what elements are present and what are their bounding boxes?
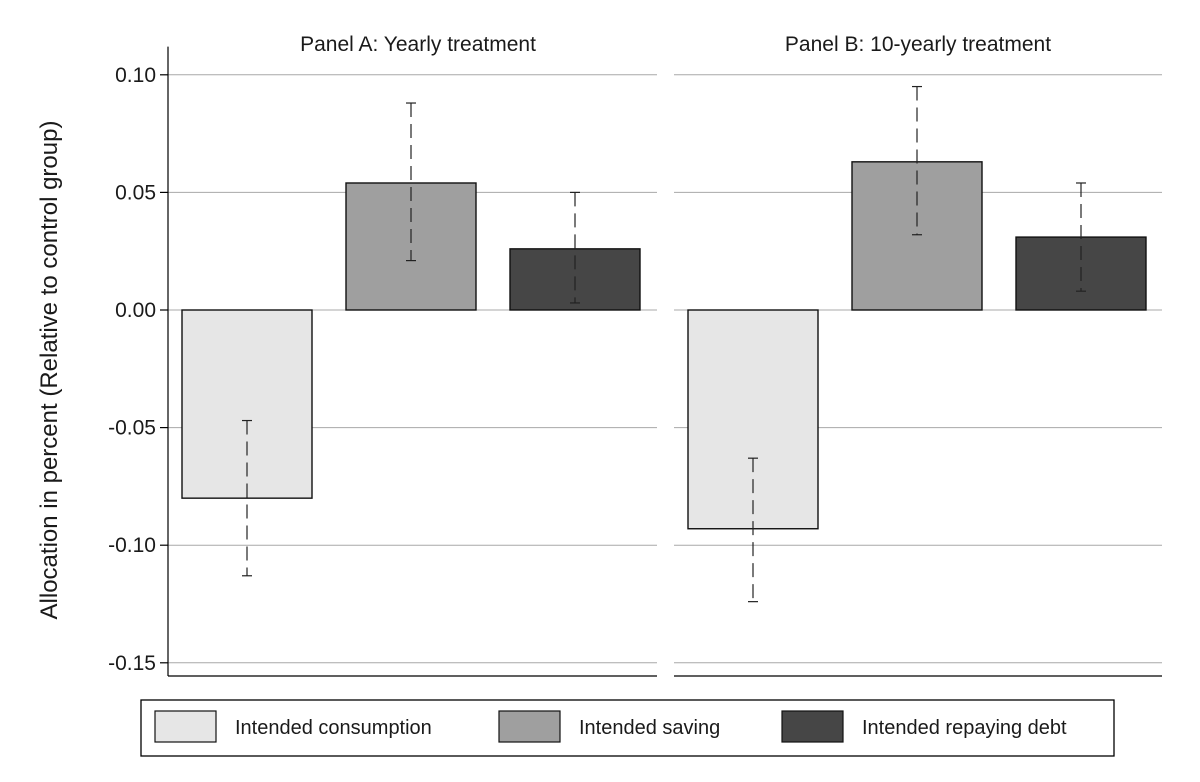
y-tick-label: 0.10 xyxy=(115,64,156,87)
legend-label: Intended saving xyxy=(579,717,720,739)
y-tick-label: -0.15 xyxy=(108,652,156,675)
legend-swatch xyxy=(498,710,561,743)
panel-a: Panel A: Yearly treatment xyxy=(168,33,657,677)
panel-title: Panel A: Yearly treatment xyxy=(300,33,536,56)
legend-label: Intended repaying debt xyxy=(862,717,1067,739)
y-tick-label: 0.00 xyxy=(115,299,156,322)
y-tick-label: -0.10 xyxy=(108,534,156,557)
legend-box xyxy=(140,699,1115,757)
legend-swatch xyxy=(781,710,844,743)
legend: Intended consumption Intended saving Inten… xyxy=(140,699,1115,757)
bar-intended-consumption xyxy=(687,309,819,530)
panels: Panel A: Yearly treatment Panel B: 10-yea… xyxy=(168,33,1162,677)
panel-b: Panel B: 10-yearly treatment xyxy=(674,33,1162,677)
legend-swatch xyxy=(154,710,217,743)
bar-intended-saving xyxy=(345,182,477,311)
y-tick-label: 0.05 xyxy=(115,181,156,204)
y-axis-title: Allocation in percent (Relative to contr… xyxy=(36,121,63,620)
legend-label: Intended consumption xyxy=(235,717,432,739)
bar-intended-saving xyxy=(851,161,983,311)
panel-title: Panel B: 10-yearly treatment xyxy=(785,33,1051,56)
y-tick-label: -0.05 xyxy=(108,417,156,440)
